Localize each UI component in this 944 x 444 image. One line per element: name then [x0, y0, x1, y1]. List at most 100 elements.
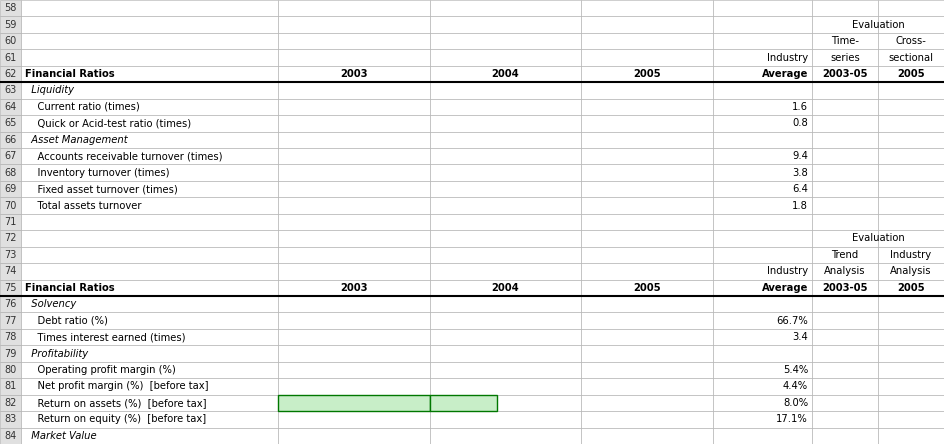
Text: Market Value: Market Value — [25, 431, 96, 441]
Text: 69: 69 — [5, 184, 16, 194]
Bar — [21, 345, 278, 362]
Bar — [21, 411, 278, 428]
Bar — [430, 378, 581, 395]
Bar — [878, 197, 944, 214]
Bar — [0, 49, 21, 66]
Bar — [878, 115, 944, 131]
Bar — [21, 16, 278, 33]
Bar — [430, 197, 581, 214]
Bar — [713, 395, 812, 411]
Bar — [713, 280, 812, 296]
Bar — [812, 214, 878, 230]
Text: Industry: Industry — [767, 52, 808, 63]
Bar — [278, 33, 430, 49]
Bar — [0, 197, 21, 214]
Bar — [278, 329, 430, 345]
Bar — [713, 82, 812, 99]
Bar — [21, 148, 278, 164]
Text: 2004: 2004 — [491, 69, 519, 79]
Bar — [0, 362, 21, 378]
Bar — [430, 99, 581, 115]
Text: 74: 74 — [4, 266, 17, 276]
Bar — [713, 362, 812, 378]
Bar — [430, 66, 581, 82]
Bar — [21, 197, 278, 214]
Bar — [0, 296, 21, 313]
Bar — [21, 329, 278, 345]
Text: 65: 65 — [4, 119, 17, 128]
Text: Accounts receivable turnover (times): Accounts receivable turnover (times) — [25, 151, 222, 161]
Bar — [713, 411, 812, 428]
Bar — [21, 99, 278, 115]
Bar — [581, 329, 713, 345]
Text: 2005: 2005 — [632, 283, 661, 293]
Bar — [581, 247, 713, 263]
Text: 2003: 2003 — [340, 69, 368, 79]
Text: 63: 63 — [5, 85, 16, 95]
Bar — [430, 16, 581, 33]
Text: 64: 64 — [5, 102, 16, 112]
Bar — [430, 181, 581, 197]
Bar — [812, 148, 878, 164]
Bar — [21, 0, 278, 16]
Bar — [812, 0, 878, 16]
Bar — [278, 247, 430, 263]
Bar — [812, 115, 878, 131]
Text: Quick or Acid-test ratio (times): Quick or Acid-test ratio (times) — [25, 119, 191, 128]
Bar — [812, 362, 878, 378]
Bar — [0, 164, 21, 181]
Bar — [878, 131, 944, 148]
Bar — [278, 0, 430, 16]
Bar — [21, 115, 278, 131]
Bar — [21, 181, 278, 197]
Text: 3.4: 3.4 — [792, 332, 808, 342]
Bar — [21, 214, 278, 230]
Bar — [430, 115, 581, 131]
Bar — [278, 280, 430, 296]
Text: 72: 72 — [4, 234, 17, 243]
Bar — [878, 164, 944, 181]
Bar — [430, 131, 581, 148]
Text: Asset Management: Asset Management — [25, 135, 127, 145]
Bar — [278, 411, 430, 428]
Text: 82: 82 — [4, 398, 17, 408]
Bar — [812, 313, 878, 329]
Bar — [0, 280, 21, 296]
Bar — [278, 395, 430, 411]
Bar — [278, 428, 430, 444]
Bar — [878, 214, 944, 230]
Text: 6.4: 6.4 — [792, 184, 808, 194]
Bar — [21, 82, 278, 99]
Text: 81: 81 — [5, 381, 16, 392]
Bar — [430, 263, 581, 280]
Bar — [878, 313, 944, 329]
Bar — [278, 214, 430, 230]
Text: 9.4: 9.4 — [792, 151, 808, 161]
Bar — [713, 197, 812, 214]
Bar — [278, 362, 430, 378]
Bar — [878, 99, 944, 115]
Text: 61: 61 — [5, 52, 16, 63]
Bar — [812, 99, 878, 115]
Text: 73: 73 — [4, 250, 17, 260]
Text: 66.7%: 66.7% — [776, 316, 808, 325]
Bar — [278, 131, 430, 148]
Text: 2005: 2005 — [897, 69, 925, 79]
Bar — [581, 280, 713, 296]
Bar — [21, 247, 278, 263]
Bar — [430, 428, 581, 444]
Bar — [713, 148, 812, 164]
Text: 2003-05: 2003-05 — [822, 283, 868, 293]
Text: 62: 62 — [4, 69, 17, 79]
Bar — [581, 214, 713, 230]
Bar — [713, 66, 812, 82]
Text: Total assets turnover: Total assets turnover — [25, 201, 141, 210]
Text: 2003: 2003 — [340, 283, 368, 293]
Text: Analysis: Analysis — [824, 266, 866, 276]
Bar — [0, 181, 21, 197]
Text: 66: 66 — [5, 135, 16, 145]
Bar — [278, 230, 430, 247]
Bar — [713, 329, 812, 345]
Bar — [0, 411, 21, 428]
Text: 1.6: 1.6 — [792, 102, 808, 112]
